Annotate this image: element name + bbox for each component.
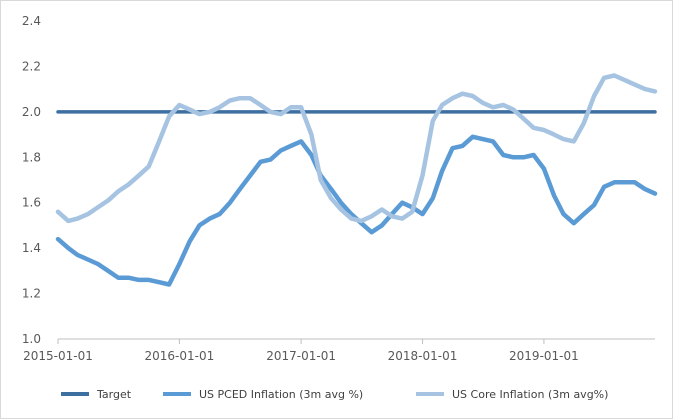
y-tick-label: 1.4 [22,241,41,255]
x-tick-label: 2018-01-01 [388,349,458,363]
series-line-1 [55,134,658,287]
y-tick-label: 1.2 [22,287,41,301]
y-tick-label: 1.8 [22,150,41,164]
legend-label: US PCED Inflation (3m avg %) [199,388,363,401]
x-tick-label: 2016-01-01 [145,349,215,363]
y-tick-label: 1.0 [22,332,41,346]
y-tick-label: 2.0 [22,105,41,119]
x-tick-label: 2015-01-01 [23,349,93,363]
x-tick-label: 2019-01-01 [509,349,579,363]
x-tick-label: 2017-01-01 [266,349,336,363]
y-tick-label: 2.2 [22,59,41,73]
series-line-2 [55,73,658,224]
y-tick-label: 1.6 [22,196,41,210]
legend-label: US Core Inflation (3m avg%) [452,388,608,401]
legend-label: Target [96,388,132,401]
y-tick-label: 2.4 [22,14,41,28]
